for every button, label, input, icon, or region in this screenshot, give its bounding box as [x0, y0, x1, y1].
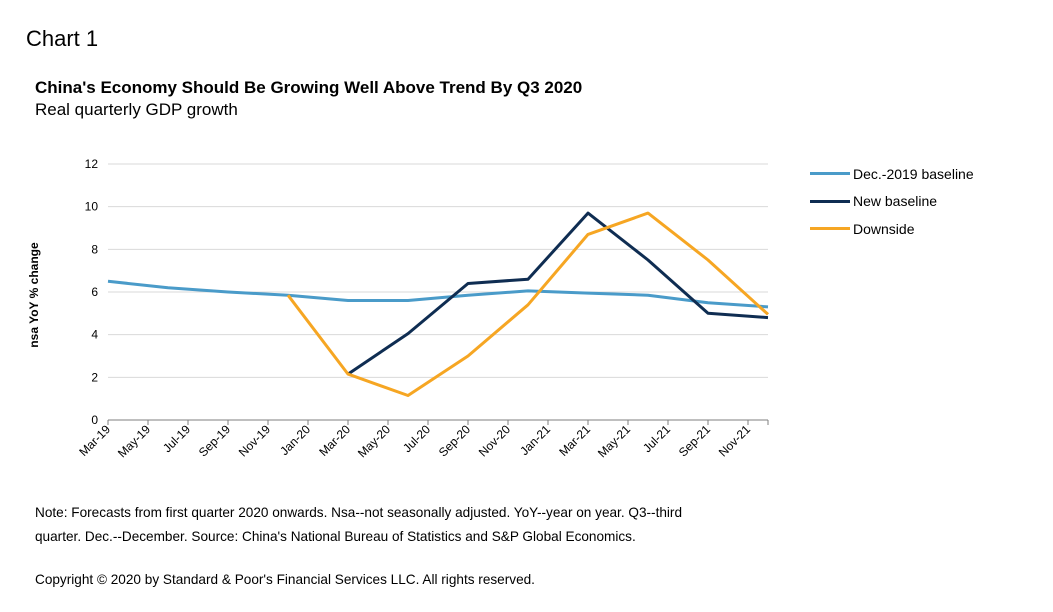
legend-label: Downside [853, 220, 915, 237]
x-tick-label: Sep-21 [676, 422, 713, 459]
x-tick-label: Jan-20 [277, 422, 313, 458]
y-tick-label: 0 [91, 413, 98, 427]
x-tick-label: May-21 [595, 422, 633, 460]
y-tick-label: 8 [91, 242, 98, 256]
legend-swatch [810, 172, 850, 176]
legend-item: New baseline [810, 188, 974, 216]
y-tick-label: 10 [85, 200, 99, 214]
x-tick-label: Nov-21 [716, 422, 753, 459]
chart-title: China's Economy Should Be Growing Well A… [35, 78, 583, 97]
x-axis: Mar-19 May-19 Jul-19 Sep-19 Nov-19 Jan-20 Mar-… [76, 419, 769, 460]
copyright-notice: Copyright © 2020 by Standard & Poor's Fi… [35, 572, 535, 587]
x-tick-label: Mar-20 [316, 422, 353, 459]
y-tick-label: 12 [85, 157, 99, 171]
x-tick-label: Mar-21 [556, 422, 593, 459]
series-lines [107, 211, 770, 397]
chart-number-label: Chart 1 [26, 26, 99, 51]
legend-item: Downside [810, 215, 974, 243]
y-axis-ticks: 0 2 4 6 8 10 12 [85, 157, 99, 427]
x-tick-label: Jul-19 [160, 422, 193, 455]
y-tick-label: 6 [91, 285, 98, 299]
series-line-2 [347, 211, 769, 376]
x-tick-label: Jan-21 [517, 422, 553, 458]
legend-swatch [810, 227, 850, 231]
gridlines [108, 163, 768, 378]
legend-swatch [810, 199, 850, 203]
legend: Dec.-2019 baseline New baseline Downside [810, 160, 974, 243]
chart-subtitle: Real quarterly GDP growth [35, 100, 238, 119]
x-tick-label: Sep-19 [196, 422, 233, 459]
x-tick-label: Sep-20 [436, 422, 473, 459]
y-tick-label: 2 [91, 370, 98, 384]
x-tick-label: May-19 [115, 422, 153, 460]
x-tick-label: May-20 [355, 422, 393, 460]
series-line-3 [286, 211, 770, 397]
series-line-1 [107, 279, 769, 309]
legend-label: New baseline [853, 193, 938, 210]
y-tick-label: 4 [91, 328, 98, 342]
x-tick-label: Mar-19 [76, 422, 113, 459]
x-tick-label: Nov-19 [236, 422, 273, 459]
x-tick-label: Jul-20 [400, 422, 433, 455]
x-tick-label: Nov-20 [476, 422, 513, 459]
x-tick-label: Jul-21 [640, 422, 673, 455]
legend-label: Dec.-2019 baseline [853, 165, 974, 182]
legend-item: Dec.-2019 baseline [810, 160, 974, 188]
footnote: Note: Forecasts from first quarter 2020 … [35, 505, 683, 544]
